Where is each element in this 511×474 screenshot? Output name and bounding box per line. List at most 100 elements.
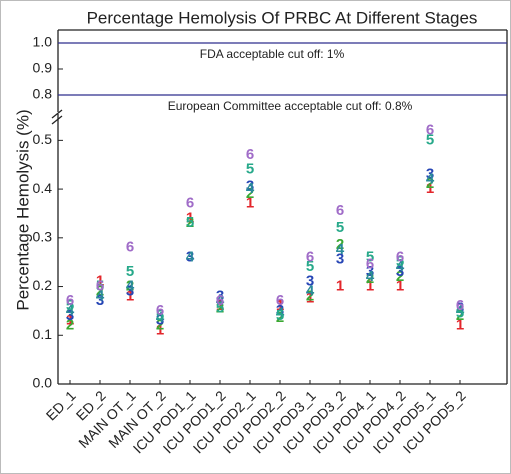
marker: 3 — [456, 299, 464, 316]
marker: 1 — [336, 278, 344, 295]
marker: 6 — [96, 278, 104, 295]
marker: 1 — [186, 209, 194, 226]
marker: 1 — [396, 278, 404, 295]
marker: 5 — [126, 263, 134, 280]
marker: 1 — [246, 195, 254, 212]
y-tick-label: 0.1 — [33, 326, 53, 342]
marker: 4 — [426, 170, 435, 187]
marker: 2 — [366, 270, 374, 287]
marker: 5 — [426, 131, 434, 148]
marker: 3 — [186, 248, 194, 265]
marker: 6 — [156, 302, 164, 319]
reference-label: European Committee acceptable cut off: 0… — [168, 99, 413, 113]
marker: 6 — [306, 248, 314, 265]
marker: 4 — [126, 278, 135, 295]
marker: 4 — [336, 241, 345, 258]
marker: 5 — [216, 299, 224, 316]
marker: 1 — [126, 287, 134, 304]
marker: 6 — [366, 256, 374, 273]
marker: 1 — [216, 297, 224, 314]
y-tick-label: 0.9 — [33, 60, 53, 76]
marker: 3 — [126, 282, 134, 299]
y-tick-label: 0.2 — [33, 277, 53, 293]
marker: 1 — [366, 278, 374, 295]
marker: 1 — [156, 321, 164, 338]
marker: 2 — [306, 287, 314, 304]
marker: 3 — [96, 292, 104, 309]
marker: 4 — [456, 302, 465, 319]
marker: 4 — [306, 282, 315, 299]
marker: 5 — [336, 219, 344, 236]
marker: 2 — [126, 278, 134, 295]
marker: 4 — [186, 248, 195, 265]
marker: 6 — [426, 122, 434, 139]
marker: 2 — [336, 236, 344, 253]
marker: 3 — [156, 312, 164, 329]
marker: 5 — [66, 297, 74, 314]
marker: 2 — [456, 307, 464, 324]
marker: 3 — [66, 307, 74, 324]
marker: 2 — [96, 282, 104, 299]
marker: 2 — [186, 214, 194, 231]
marker: 2 — [216, 299, 224, 316]
marker: 6 — [126, 239, 134, 256]
marker: 4 — [216, 292, 225, 309]
marker: 2 — [156, 316, 164, 333]
marker: 6 — [276, 292, 284, 309]
y-tick-label: 0.3 — [33, 229, 53, 245]
marker: 5 — [456, 304, 464, 321]
marker: 5 — [246, 161, 254, 178]
marker: 6 — [216, 292, 224, 309]
marker: 1 — [456, 316, 464, 333]
marker: 4 — [396, 258, 405, 275]
marker: 5 — [306, 258, 314, 275]
marker: 4 — [366, 268, 375, 285]
y-tick-label: 0.4 — [33, 180, 53, 196]
marker: 3 — [276, 302, 284, 319]
marker: 4 — [276, 304, 285, 321]
marker: 6 — [336, 202, 344, 219]
marker: 1 — [426, 180, 434, 197]
marker: 4 — [96, 287, 105, 304]
marker: 5 — [156, 307, 164, 324]
y-tick-label: 0.8 — [33, 86, 53, 102]
marker: 1 — [276, 297, 284, 314]
axis-break — [51, 109, 63, 119]
marker: 3 — [396, 263, 404, 280]
marker: 6 — [396, 248, 404, 265]
marker: 6 — [66, 292, 74, 309]
marker: 6 — [246, 146, 254, 163]
y-tick-label: 1.0 — [33, 34, 53, 50]
marker: 3 — [426, 165, 434, 182]
marker: 2 — [426, 175, 434, 192]
marker: 2 — [276, 309, 284, 326]
marker: 3 — [336, 251, 344, 268]
y-tick-label: 0.5 — [33, 131, 53, 147]
axis-break — [51, 115, 63, 125]
marker: 5 — [366, 248, 374, 265]
y-tick-label: 0.0 — [33, 375, 53, 391]
marker: 2 — [66, 316, 74, 333]
marker: 3 — [366, 263, 374, 280]
marker: 5 — [396, 253, 404, 270]
marker: 4 — [156, 309, 165, 326]
marker: 4 — [66, 302, 75, 319]
y-axis-label: Percentage Hemolysis (%) — [13, 109, 32, 310]
marker: 1 — [96, 273, 104, 290]
marker: 3 — [216, 287, 224, 304]
marker: 1 — [306, 290, 314, 307]
marker: 5 — [276, 307, 284, 324]
marker: 6 — [456, 297, 464, 314]
marker: 5 — [186, 214, 194, 231]
reference-label: FDA acceptable cut off: 1% — [200, 47, 345, 61]
marker: 4 — [246, 180, 255, 197]
marker: 2 — [246, 185, 254, 202]
marker: 2 — [396, 268, 404, 285]
marker: 3 — [306, 273, 314, 290]
marker: 6 — [186, 195, 194, 212]
marker: 1 — [66, 312, 74, 329]
chart-title: Percentage Hemolysis Of PRBC At Differen… — [87, 8, 478, 27]
marker: 3 — [246, 178, 254, 195]
